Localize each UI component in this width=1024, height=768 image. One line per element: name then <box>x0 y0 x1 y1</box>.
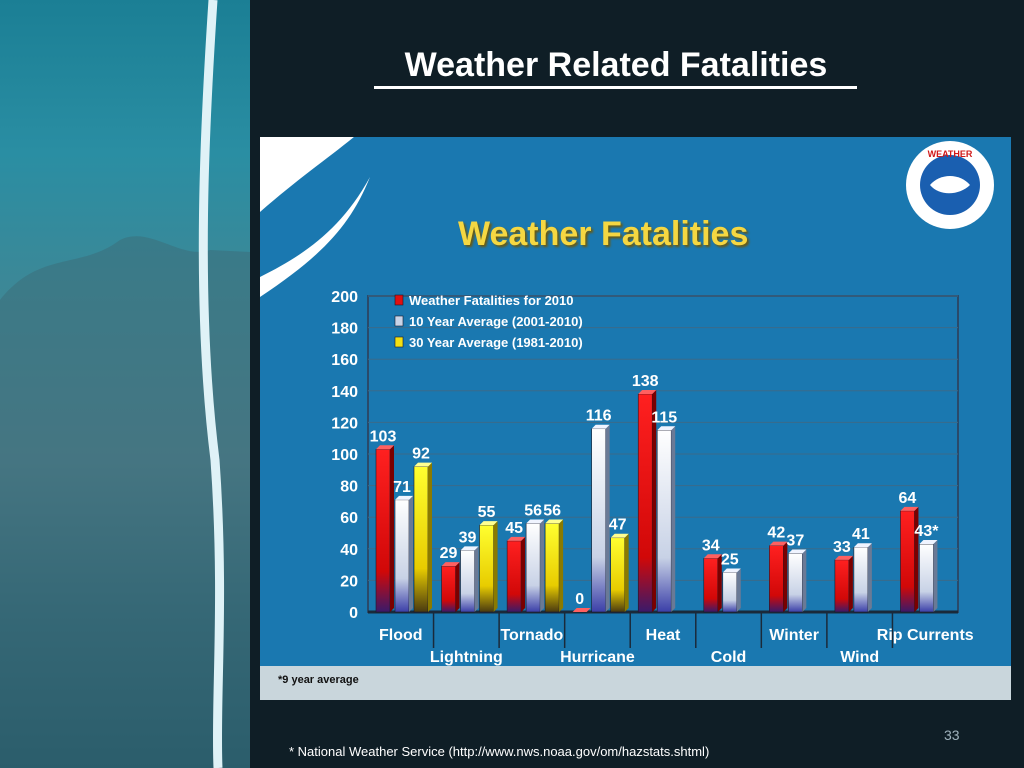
chart-title: Weather Fatalities <box>458 215 749 253</box>
footnote-bar <box>260 666 1011 700</box>
source-note: * National Weather Service (http://www.n… <box>289 744 710 759</box>
sidebar-decoration <box>0 0 250 768</box>
sidebar-background <box>0 0 250 768</box>
page-number: 33 <box>944 727 960 743</box>
title-underline <box>374 86 857 89</box>
panel-decoration: WEATHER <box>260 137 994 297</box>
chart-footnote: *9 year average <box>278 674 359 686</box>
nws-logo: WEATHER <box>906 141 994 229</box>
slide-title: Weather Related Fatalities <box>404 46 828 84</box>
svg-text:WEATHER: WEATHER <box>928 149 973 159</box>
